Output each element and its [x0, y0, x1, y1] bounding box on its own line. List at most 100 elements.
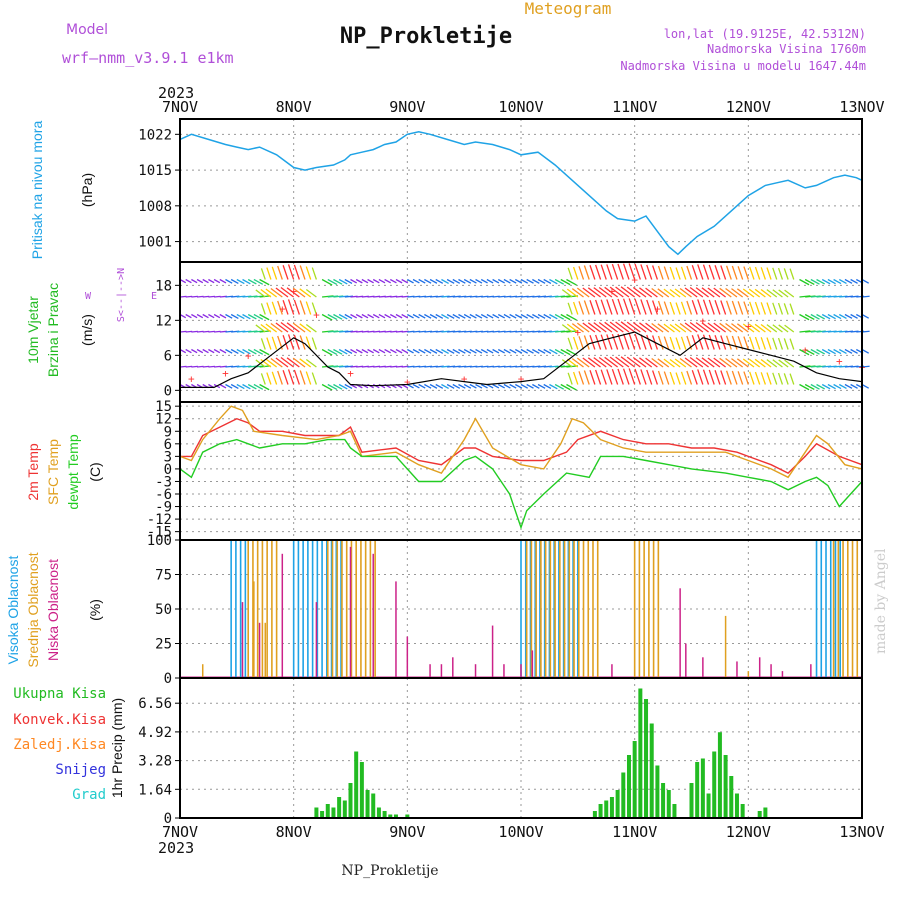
- wind-arrow: [669, 301, 676, 315]
- wind-arrow: [772, 302, 778, 315]
- wind-arrow: [772, 337, 778, 350]
- wind-arrow: [680, 371, 687, 385]
- wind-arrow: [743, 336, 749, 350]
- wind-arrow: [645, 287, 658, 298]
- wind-arrow: [299, 323, 312, 333]
- wind-arrow: [560, 278, 571, 286]
- wind-arrow: [748, 358, 761, 368]
- wind-arrow: [292, 287, 306, 298]
- wind-arrow: [446, 383, 455, 389]
- wind-arrow: [509, 383, 517, 389]
- wind-arrow: [833, 383, 842, 390]
- wind-arrow: [850, 313, 858, 319]
- wind-arrow: [260, 288, 272, 298]
- precip-bar: [706, 793, 711, 818]
- wind-arrow: [777, 267, 784, 280]
- wind-arrow: [311, 337, 318, 350]
- wind-arrow: [686, 265, 693, 280]
- wind-arrow: [628, 333, 636, 350]
- wind-arrow: [520, 278, 529, 284]
- wind-arrow: [783, 338, 789, 350]
- data-layer: + +++++++ + ++++++ +++ +: [179, 131, 870, 818]
- wind-arrow: [412, 383, 420, 389]
- wind-arrow: [305, 336, 312, 350]
- wind-arrow: [686, 370, 693, 385]
- wind-arrow: [742, 358, 755, 368]
- panel-frame-precip: [179, 677, 863, 819]
- precip-bar: [354, 751, 359, 818]
- wind-arrow: [305, 288, 317, 298]
- chart-title: NP_Prokletije: [340, 24, 512, 49]
- precip-bar: [365, 790, 370, 818]
- precip-bar: [592, 811, 597, 818]
- wind-arrow: [615, 356, 630, 368]
- model-label: Model: [66, 22, 108, 38]
- wind-arrow: [503, 383, 511, 389]
- wind-arrow: [333, 348, 343, 355]
- wind-arrow: [230, 313, 239, 320]
- wind-arrow: [634, 298, 641, 315]
- wind-arrow: [208, 330, 215, 333]
- wind-arrow: [784, 324, 795, 333]
- wind-arrow: [395, 313, 403, 319]
- wind-arrow: [838, 348, 847, 355]
- wind-arrow: [185, 313, 192, 319]
- gust-marker: +: [700, 314, 707, 327]
- wind-arrow: [582, 357, 596, 368]
- wind-arrow: [680, 266, 687, 280]
- wind-arrow: [657, 370, 664, 385]
- wind-arrow: [663, 288, 675, 298]
- y-tick-label: 50: [155, 602, 172, 618]
- wind-arrow: [620, 321, 636, 333]
- wind-arrow: [401, 348, 409, 354]
- wind-arrow: [617, 263, 624, 280]
- wind-arrow: [407, 383, 414, 389]
- y-tick-label: 1001: [138, 235, 172, 251]
- wind-arrow: [657, 358, 670, 368]
- wind-arrow: [760, 337, 766, 350]
- wind-arrow: [695, 322, 709, 333]
- wind-arrow: [697, 334, 704, 350]
- wind-arrow: [253, 383, 264, 390]
- wind-arrow: [645, 322, 658, 333]
- wind-arrow: [429, 383, 438, 389]
- wind-arrow: [686, 300, 693, 315]
- wind-arrow: [299, 288, 312, 298]
- precip-bar: [649, 723, 654, 818]
- wind-arrow: [844, 278, 853, 284]
- wind-arrow: [458, 348, 466, 354]
- wind-arrow: [293, 264, 300, 280]
- wind-arrow: [429, 348, 438, 354]
- wind-arrow: [810, 348, 820, 355]
- wind-arrow: [247, 278, 257, 285]
- wind-arrow: [355, 313, 363, 319]
- wind-arrow: [626, 356, 641, 368]
- wind-arrow: [475, 383, 483, 389]
- y-tick-label: -12: [147, 512, 172, 528]
- wind-arrow: [789, 338, 795, 350]
- wind-arrow: [418, 383, 426, 389]
- wind-arrow: [441, 348, 449, 355]
- wind-arrow: [645, 357, 658, 368]
- wind-arrow: [702, 369, 710, 385]
- wind-arrow: [827, 313, 836, 320]
- wind-arrow: [713, 287, 726, 298]
- precip-label-total: Ukupna Kisa: [13, 686, 106, 702]
- precip-bar: [700, 758, 705, 818]
- wind-arrow: [708, 369, 715, 385]
- wind-arrow: [663, 358, 675, 368]
- wind-arrow: [299, 265, 306, 280]
- wind-arrow: [611, 368, 619, 385]
- series-line-wind_speed: [180, 331, 863, 388]
- wind-arrow: [242, 313, 251, 320]
- wind-arrow: [652, 265, 659, 280]
- wind-arrow: [350, 348, 358, 354]
- wind-arrow: [784, 359, 795, 368]
- wind-arrow: [702, 299, 710, 315]
- wind-arrow: [469, 348, 477, 354]
- wind-arrow: [338, 383, 348, 390]
- wind-arrow: [503, 348, 511, 354]
- wind-arrow: [720, 265, 727, 280]
- wind-arrow: [622, 298, 630, 315]
- wind-arrow: [772, 324, 783, 333]
